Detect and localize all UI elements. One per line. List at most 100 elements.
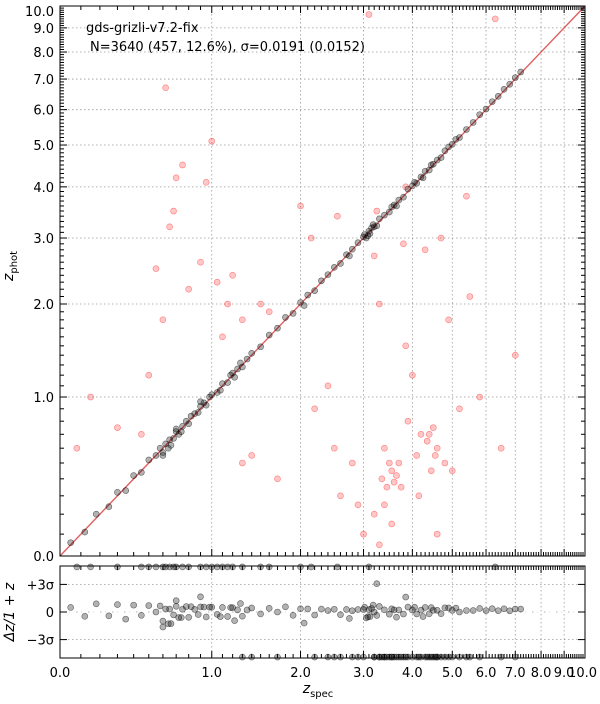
residual-y-tick-label: +3σ [27,578,54,593]
residual-point [388,605,396,613]
outlier-point [354,501,362,509]
residual-point [81,613,89,620]
outlier-point [219,333,226,341]
good-point [248,349,255,357]
residual-point [217,613,224,620]
residual-point [373,580,381,587]
residual-point [67,604,74,611]
y-axis-label-main: z [1,273,17,282]
outlier-point [324,382,332,390]
outlier-point [348,459,356,467]
x-axis-label-main: z [302,681,311,697]
x-tick-labels: 0.0 1.0 2.0 3.0 4.0 5.0 6.0 7.0 8.0 9.010.0 [50,666,597,681]
residual-point [105,612,113,620]
residual-point [402,593,410,601]
residual-point [506,607,514,615]
good-point [354,239,362,246]
residual-point [179,563,186,571]
outlier-point [378,475,386,483]
residual-point [511,605,519,613]
good-point [348,245,356,253]
residual-point [373,612,381,619]
good-point [81,528,89,536]
residual-point [224,563,231,571]
good-point [172,425,180,433]
residual-point [177,614,185,621]
residual-point [395,606,403,614]
main-panel: 0.0 1.0 2.0 3.0 4.0 5.0 6.0 7.0 8.0 9.0 10.0 gds-g… [1,5,586,565]
residual-point [482,607,490,614]
residual-point [213,563,221,571]
residual-point [159,617,167,625]
good-point [202,401,210,409]
residual-point [182,603,190,610]
residual-point [494,607,502,614]
outlier-point [441,459,449,467]
outlier-point [202,179,210,186]
outlier-point [402,342,410,350]
y-tick-label: 2.0 [33,298,54,313]
y-tick-label: 5.0 [33,139,54,154]
annotation-line1: gds-grizli-v7.2-fix [86,21,199,36]
outlier-point [388,520,396,528]
y-tick-label: 4.0 [33,181,54,196]
outlier-point [421,246,429,254]
good-point [219,380,226,387]
outlier-point [437,234,445,242]
residual-point [152,563,160,571]
outlier-point [239,459,246,467]
residual-point [311,611,318,619]
residual-point [448,607,456,614]
residual-point [197,593,204,601]
residual-point [343,606,350,613]
one-to-one-line [59,5,586,557]
outlier-point [172,174,180,182]
x-tick-label: 6.0 [476,666,497,681]
good-point [346,252,353,260]
good-point [411,179,418,186]
good-point [456,134,463,141]
good-point [197,398,204,405]
residual-point [282,603,289,611]
outlier-point [390,478,398,486]
outlier-point [413,452,421,459]
residual-point [231,617,238,624]
good-point [237,359,244,367]
good-point [300,302,308,309]
outlier-point [448,467,456,475]
outlier-point [365,11,373,18]
outlier-point [381,444,388,452]
good-point [369,221,377,228]
x-tick-label: 4.0 [402,666,423,681]
good-point [177,428,185,435]
residual-point [411,603,418,611]
outlier-point [87,393,94,401]
residual-point [364,613,372,621]
outlier-point [395,459,403,467]
outlier-point [360,530,367,538]
main-plot-frame [59,5,586,557]
x-tick-label: 9.0 [554,666,575,681]
outlier-point [145,371,153,379]
outlier-point [445,316,452,324]
good-point [105,503,113,510]
residual-point [152,608,160,616]
residual-point [337,611,344,618]
outlier-point [330,444,338,452]
y-tick-label: 0.0 [33,550,54,565]
outlier-point [170,207,177,215]
outlier-point [334,212,341,220]
good-point [122,487,130,494]
residual-point [386,610,393,618]
residual-point [517,605,524,613]
residual-point [330,605,338,613]
residual-point [437,610,445,617]
x-axis-label: zspec [302,681,334,700]
outlier-point [179,161,186,169]
good-point [217,386,224,394]
residual-point [413,610,421,618]
residual-point [463,607,470,614]
y-axis-label-sub: phot [9,251,20,274]
outlier-point [370,510,378,518]
